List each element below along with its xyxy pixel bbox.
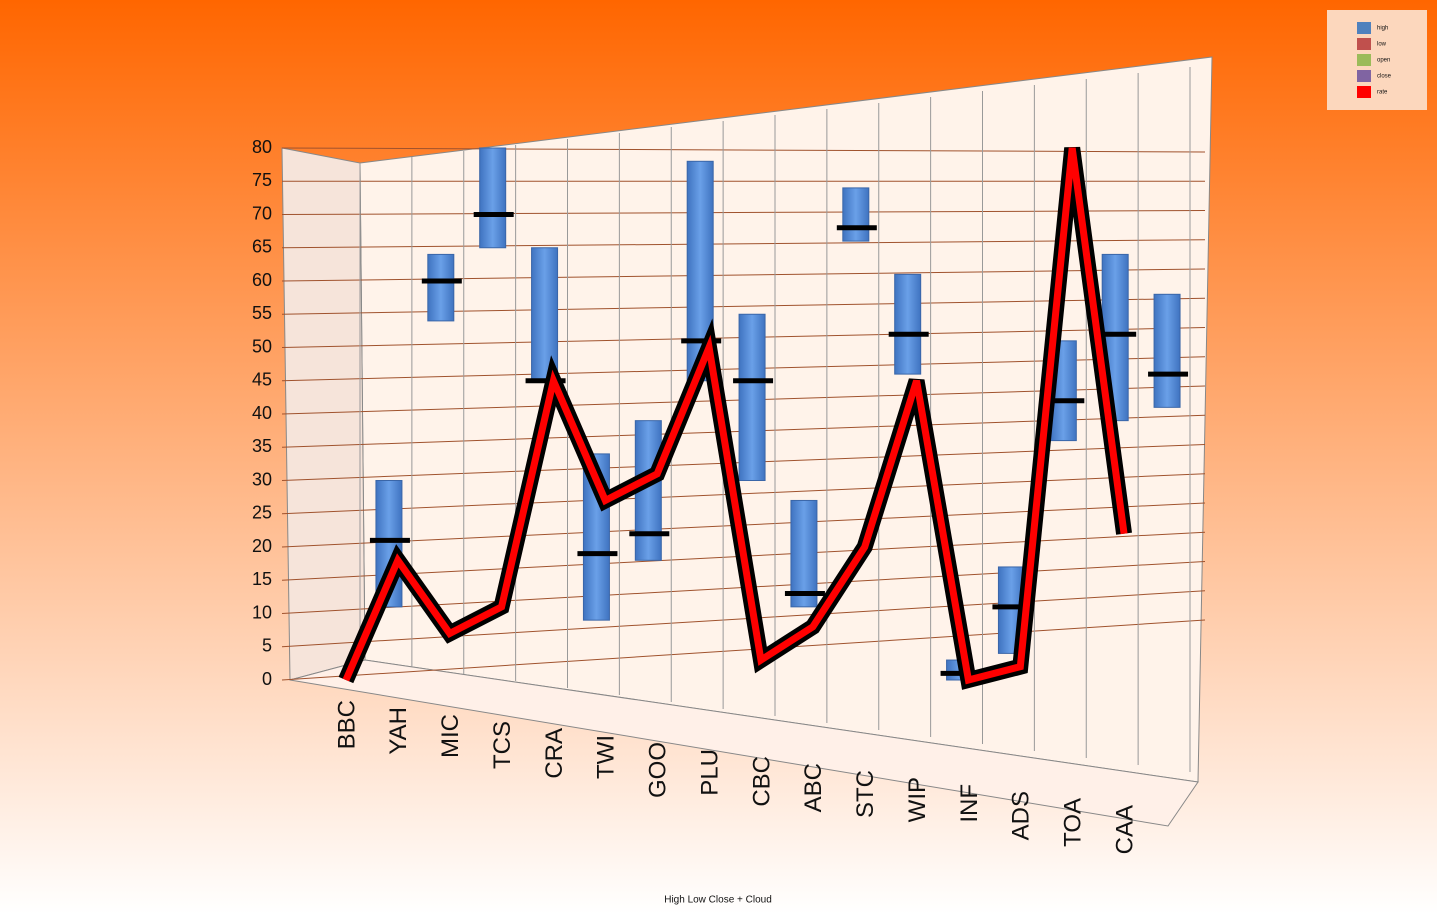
y-tick-label: 0 — [262, 669, 272, 689]
legend-swatch — [1357, 22, 1371, 34]
y-tick-label: 55 — [252, 303, 272, 323]
grid-line — [281, 590, 1206, 648]
x-tick-label: TWI — [593, 735, 620, 779]
y-tick-label: 60 — [252, 270, 272, 290]
legend-label: close — [1377, 74, 1392, 80]
x-tick-label: ADS — [1008, 791, 1035, 840]
x-tick-label: CAA — [1111, 805, 1138, 854]
y-tick-label: 5 — [262, 636, 272, 656]
y-tick-label: 75 — [252, 170, 272, 190]
legend-swatch — [1357, 54, 1371, 66]
y-tick-label: 35 — [252, 436, 272, 456]
x-tick-label: CBC — [748, 756, 775, 807]
legend-label: open — [1377, 58, 1390, 64]
x-tick-label: MIC — [437, 714, 464, 758]
y-tick-label: 30 — [252, 469, 272, 489]
x-tick-label: PLU — [696, 749, 723, 796]
x-tick-label: TCS — [489, 721, 516, 769]
candle-body — [790, 499, 818, 608]
y-tick-label: 70 — [252, 203, 272, 223]
y-tick-label: 25 — [252, 503, 272, 523]
legend-label: rate — [1377, 90, 1388, 96]
y-tick-label: 45 — [252, 370, 272, 390]
grid-line — [281, 147, 1206, 153]
x-tick-label: ABC — [800, 763, 827, 812]
x-tick-label: GOO — [645, 742, 672, 798]
floor — [289, 659, 1199, 827]
y-tick-label: 50 — [252, 336, 272, 356]
y-tick-label: 15 — [252, 569, 272, 589]
candle-body — [479, 147, 507, 249]
candle-body — [427, 253, 455, 322]
grid-line — [281, 473, 1206, 515]
candle-body — [1153, 293, 1181, 408]
x-tick-label: INF — [956, 784, 983, 823]
grid-line — [281, 210, 1206, 215]
legend — [1327, 10, 1427, 110]
y-tick-label: 10 — [252, 602, 272, 622]
y-tick-label: 65 — [252, 237, 272, 257]
grid-line — [281, 239, 1206, 249]
x-tick-label: STC — [852, 770, 879, 818]
x-tick-label: BBC — [333, 700, 360, 749]
legend-label: high — [1377, 26, 1388, 32]
rate-line — [342, 147, 1128, 685]
x-tick-label: TOA — [1060, 798, 1087, 847]
x-tick-label: CRA — [541, 728, 568, 779]
legend-swatch — [1357, 86, 1371, 98]
chart-title: High Low Close + Cloud — [664, 895, 772, 906]
legend-label: low — [1377, 42, 1387, 48]
legend-swatch — [1357, 38, 1371, 50]
y-tick-label: 40 — [252, 403, 272, 423]
y-tick-label: 20 — [252, 536, 272, 556]
legend-swatch — [1357, 70, 1371, 82]
x-tick-label: YAH — [385, 707, 412, 755]
x-tick-label: WIP — [904, 777, 931, 822]
grid-line — [281, 619, 1206, 681]
candle-body — [894, 273, 922, 375]
candle-body — [738, 313, 766, 481]
candle-body — [842, 187, 870, 242]
candle-body — [531, 247, 559, 382]
y-tick-label: 80 — [252, 137, 272, 157]
